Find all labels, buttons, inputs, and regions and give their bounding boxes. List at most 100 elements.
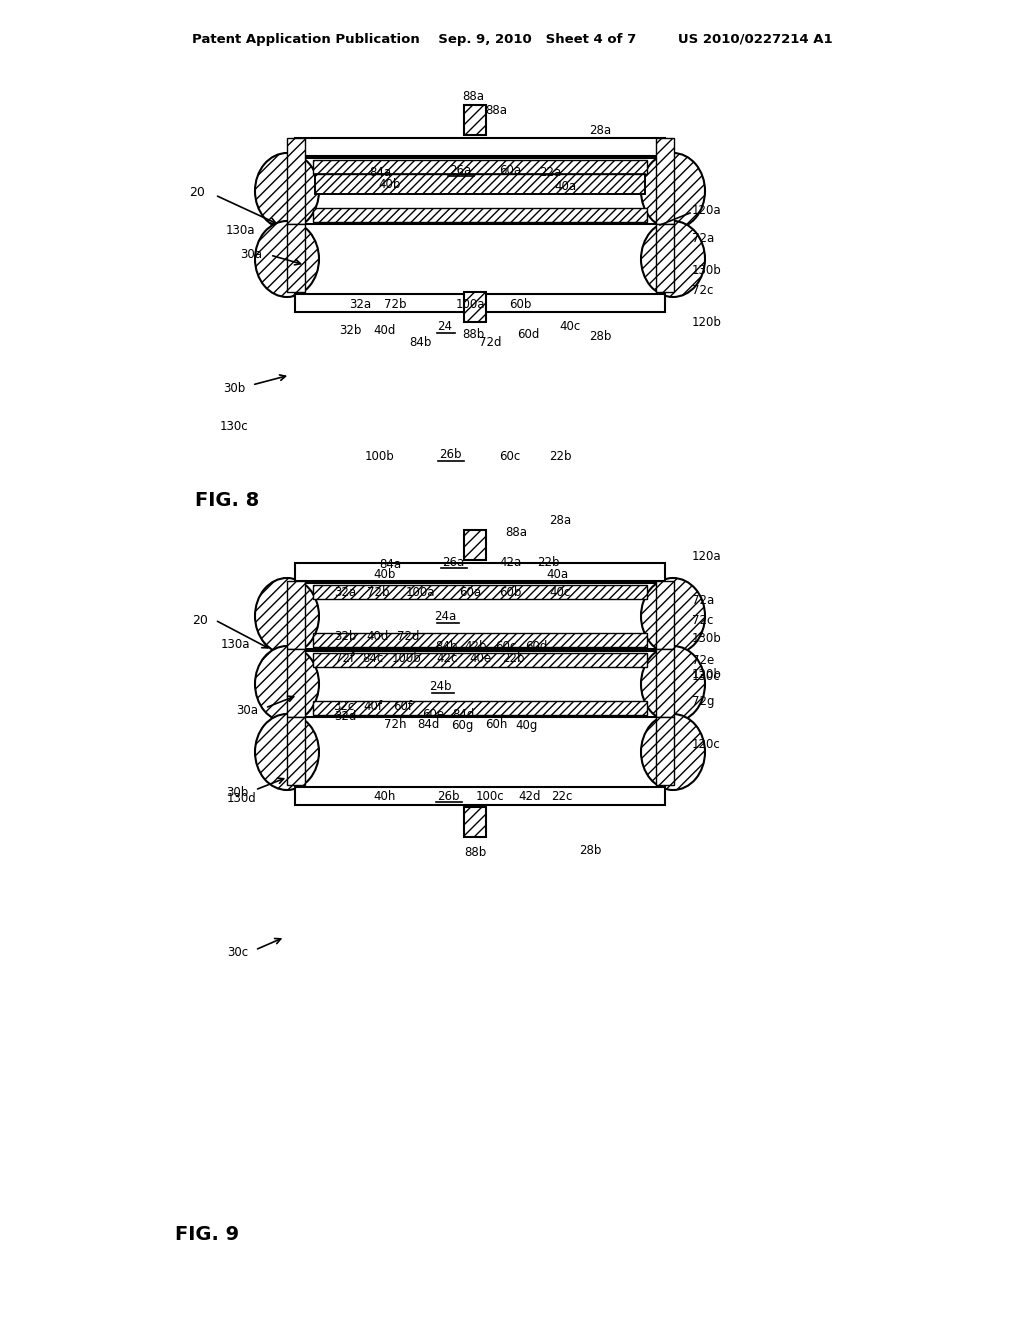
Text: Patent Application Publication    Sep. 9, 2010   Sheet 4 of 7         US 2010/02: Patent Application Publication Sep. 9, 2… — [191, 33, 833, 46]
Text: 28b: 28b — [579, 843, 601, 857]
Text: 26b: 26b — [438, 449, 461, 462]
Text: 40c: 40c — [559, 321, 581, 334]
Ellipse shape — [255, 153, 319, 228]
Bar — [656, 224, 674, 292]
Text: 88a: 88a — [462, 91, 484, 103]
Bar — [295, 583, 665, 649]
Text: 120a: 120a — [692, 550, 722, 564]
Text: 88a: 88a — [485, 103, 507, 116]
Text: 72a: 72a — [692, 231, 715, 244]
Text: 100c: 100c — [476, 789, 504, 803]
Ellipse shape — [255, 220, 319, 297]
Bar — [313, 634, 647, 647]
Text: 32a: 32a — [349, 298, 371, 312]
Text: 22a: 22a — [539, 165, 561, 178]
Text: 60h: 60h — [484, 718, 507, 731]
Ellipse shape — [255, 645, 319, 722]
Text: 28a: 28a — [589, 124, 611, 136]
Text: 22b: 22b — [537, 556, 559, 569]
Text: 30a: 30a — [236, 704, 258, 717]
Bar — [656, 717, 674, 785]
Bar — [315, 174, 645, 194]
Ellipse shape — [255, 714, 319, 789]
Text: 60c: 60c — [496, 639, 517, 652]
Text: 60a: 60a — [499, 164, 521, 177]
Bar — [656, 649, 674, 717]
Text: 60e: 60e — [422, 709, 444, 722]
Text: 30b: 30b — [223, 381, 245, 395]
Text: 88b: 88b — [464, 846, 486, 858]
Ellipse shape — [641, 714, 705, 789]
Bar — [287, 581, 305, 649]
Text: 72c: 72c — [692, 615, 714, 627]
Bar — [464, 292, 486, 322]
Text: 42d: 42d — [519, 789, 542, 803]
Bar — [313, 585, 647, 599]
Bar — [313, 701, 647, 715]
Text: 28b: 28b — [589, 330, 611, 343]
Bar — [287, 717, 305, 785]
Text: 20: 20 — [189, 186, 205, 198]
Bar — [313, 160, 647, 174]
Bar — [315, 174, 645, 194]
Text: 60c: 60c — [500, 450, 520, 463]
Bar — [287, 224, 305, 292]
Bar — [295, 158, 665, 224]
Bar — [313, 653, 647, 667]
Text: 100b: 100b — [392, 652, 422, 665]
Ellipse shape — [641, 220, 705, 297]
Text: 72d: 72d — [479, 335, 502, 348]
Text: 40d: 40d — [374, 323, 396, 337]
Ellipse shape — [641, 645, 705, 722]
Text: 26b: 26b — [437, 789, 459, 803]
Text: 32c: 32c — [334, 701, 354, 714]
Text: 60b: 60b — [499, 586, 521, 599]
Text: 40a: 40a — [554, 181, 577, 194]
Bar — [287, 649, 305, 717]
Bar — [295, 564, 665, 581]
Text: 42b: 42b — [465, 639, 487, 652]
Ellipse shape — [641, 153, 705, 228]
Text: 84a: 84a — [369, 165, 391, 178]
Bar — [464, 531, 486, 560]
Text: 42a: 42a — [499, 556, 521, 569]
Text: 22b: 22b — [549, 450, 571, 463]
Text: 100b: 100b — [366, 450, 395, 463]
Text: 32b: 32b — [339, 323, 361, 337]
Text: 40g: 40g — [516, 718, 539, 731]
Text: 40e: 40e — [469, 652, 492, 665]
Text: 84c: 84c — [362, 652, 384, 665]
Text: 40b: 40b — [379, 178, 401, 191]
Text: 100a: 100a — [406, 586, 435, 599]
Bar — [464, 106, 486, 135]
Text: FIG. 9: FIG. 9 — [175, 1225, 240, 1245]
Text: 28a: 28a — [549, 513, 571, 527]
Text: 130a: 130a — [225, 223, 255, 236]
Text: 72e: 72e — [692, 655, 715, 668]
Text: 72d: 72d — [396, 630, 419, 643]
Bar — [287, 139, 305, 224]
Ellipse shape — [255, 578, 319, 653]
Text: 72b: 72b — [367, 586, 389, 599]
Text: 72c: 72c — [692, 284, 714, 297]
Text: 32d: 32d — [334, 710, 356, 723]
Bar — [656, 581, 674, 649]
Text: 26a: 26a — [449, 164, 471, 177]
Text: 130c: 130c — [219, 421, 248, 433]
Text: 120b: 120b — [692, 668, 722, 681]
Text: 40c: 40c — [549, 586, 570, 599]
Bar — [464, 807, 486, 837]
Text: 84b: 84b — [435, 639, 457, 652]
Text: 40a: 40a — [546, 569, 568, 582]
Text: 84a: 84a — [379, 557, 401, 570]
Bar — [313, 209, 647, 222]
Text: 40d: 40d — [367, 630, 389, 643]
Text: 24a: 24a — [434, 610, 456, 623]
Text: 30b: 30b — [225, 785, 248, 799]
Text: 72g: 72g — [692, 696, 715, 709]
Text: 22c: 22c — [551, 789, 572, 803]
Text: FIG. 8: FIG. 8 — [195, 491, 259, 510]
Text: 84d: 84d — [452, 709, 474, 722]
Text: 120a: 120a — [692, 203, 722, 216]
Text: 40h: 40h — [374, 789, 396, 803]
